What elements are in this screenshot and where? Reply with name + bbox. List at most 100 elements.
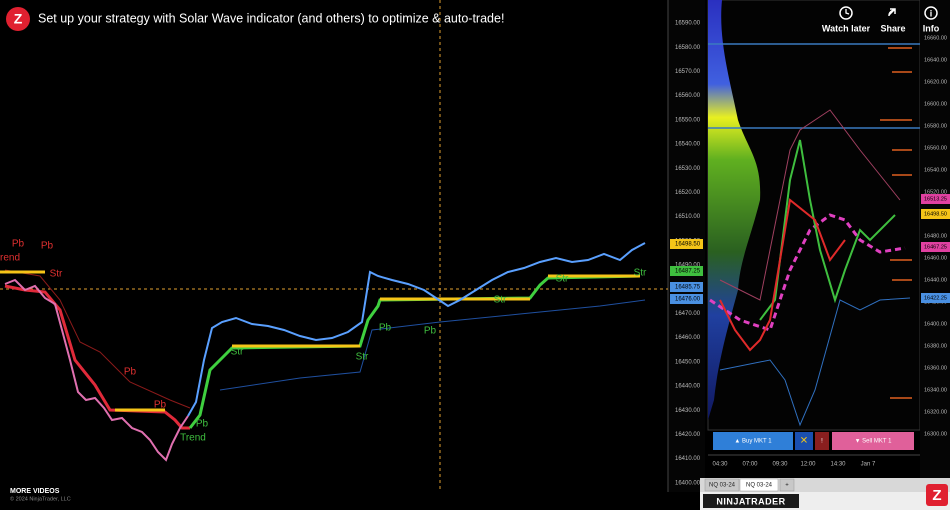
price-label: 16340.00 <box>924 387 947 393</box>
info-icon[interactable] <box>924 6 938 20</box>
price-marker <box>670 266 703 276</box>
more-videos[interactable]: MORE VIDEOS <box>10 488 60 495</box>
price-label: 16430.00 <box>675 408 701 414</box>
time-label: Jan 7 <box>861 462 876 468</box>
price-marker <box>670 294 703 304</box>
price-marker-label: 16487.25 <box>675 269 701 275</box>
signal-label: Str <box>556 274 569 285</box>
chart-tab[interactable] <box>739 478 779 492</box>
price-marker <box>921 194 950 204</box>
price-marker <box>670 282 703 292</box>
chart-tab-label: NQ 03-24 <box>709 483 736 489</box>
price-label: 16420.00 <box>675 432 701 438</box>
chart-tab[interactable] <box>704 478 740 492</box>
main-chart <box>0 0 668 492</box>
order-button-label: ✕ <box>800 436 808 447</box>
price-label: 16470.00 <box>675 311 701 317</box>
lower-band <box>719 297 911 427</box>
time-label: 12:00 <box>800 462 816 468</box>
price-label: 16550.00 <box>675 117 701 123</box>
chart-tab-label: + <box>785 483 789 489</box>
price-marker-label: 16467.25 <box>924 244 947 250</box>
price-label: 16620.00 <box>924 79 947 85</box>
time-label: 14:30 <box>830 462 846 468</box>
price-marker-label: 16476.00 <box>675 297 701 303</box>
corner-logo <box>926 484 948 506</box>
price-label: 16580.00 <box>924 123 947 129</box>
price-label: 16490.00 <box>675 263 701 269</box>
price-label: 16560.00 <box>924 145 947 151</box>
price-label: 16400.00 <box>675 480 701 486</box>
video-title[interactable]: Set up your strategy with Solar Wave ind… <box>38 11 504 25</box>
order-button-label: ▼ Sell MKT 1 <box>855 439 893 445</box>
price-marker <box>921 242 950 252</box>
price-label: 16590.00 <box>675 21 701 27</box>
share-icon[interactable] <box>888 8 896 17</box>
price-label: 16640.00 <box>924 57 947 63</box>
info-icon-i: i <box>930 8 933 18</box>
signal-label: Str <box>634 268 647 279</box>
price-label: 16510.00 <box>675 214 701 220</box>
signal-label: rend <box>0 253 20 264</box>
price-label: 16660.00 <box>924 35 947 41</box>
price-label: 16520.00 <box>675 190 701 196</box>
price-marker <box>921 209 950 219</box>
channel-logo[interactable] <box>6 7 30 31</box>
price-label: 16560.00 <box>675 93 701 99</box>
order-button[interactable] <box>713 432 793 450</box>
price-label: 16320.00 <box>924 409 947 415</box>
order-button[interactable] <box>815 432 829 450</box>
watch-later-icon[interactable] <box>839 6 853 20</box>
action-label[interactable]: Watch later <box>822 23 871 33</box>
price-up <box>759 139 896 321</box>
price-marker-label: 16498.50 <box>924 211 947 217</box>
signal-label: Str <box>231 347 244 358</box>
price-label: 16580.00 <box>675 45 701 51</box>
price-label: 16460.00 <box>675 335 701 341</box>
price-label: 16360.00 <box>924 365 947 371</box>
signal-label: Pb <box>379 323 392 334</box>
price-label: 16540.00 <box>675 142 701 148</box>
price-label: 16400.00 <box>924 321 947 327</box>
brand-box <box>703 494 799 508</box>
generated: Watch later Share Info 16590.00 16580.00 1657… <box>0 21 950 492</box>
price-marker-label: 16513.25 <box>924 196 947 202</box>
order-button[interactable] <box>832 432 914 450</box>
signal-label: Str <box>356 352 369 363</box>
trend-line-up <box>188 274 641 429</box>
order-button[interactable] <box>795 432 813 450</box>
price-marker-label: 16422.25 <box>924 295 947 301</box>
brand: NINJATRADER <box>716 496 785 506</box>
upper-band <box>4 269 191 409</box>
upper-band <box>719 109 901 301</box>
price-label: 16520.00 <box>924 189 947 195</box>
price-down <box>4 278 189 462</box>
lower-band <box>219 299 646 391</box>
channel-logo-text: Z <box>14 11 23 27</box>
signal-label: Pb <box>41 241 54 252</box>
signal-label: Pb <box>196 419 209 430</box>
price-label: 16440.00 <box>924 277 947 283</box>
price-down <box>719 198 846 352</box>
price-label: 16480.00 <box>924 233 947 239</box>
price-marker <box>670 239 703 249</box>
time-label: 07:00 <box>742 462 758 468</box>
price-label: 16600.00 <box>924 101 947 107</box>
moving-average <box>709 213 906 332</box>
signal-label: Str <box>50 269 63 280</box>
chart-tab-label: NQ 03-24 <box>746 483 773 489</box>
volume-profile <box>708 0 761 420</box>
price-marker-label: 16485.75 <box>675 285 701 291</box>
signal-label: Pb <box>12 239 25 250</box>
price-label: 16460.00 <box>924 255 947 261</box>
price-label: 16530.00 <box>675 166 701 172</box>
chart-tab[interactable] <box>779 478 795 492</box>
price-label: 16440.00 <box>675 384 701 390</box>
action-label[interactable]: Share <box>880 23 905 33</box>
signal-label: Trend <box>180 433 206 444</box>
price-label: 16300.00 <box>924 431 947 437</box>
price-label: 16410.00 <box>675 456 701 462</box>
action-label[interactable]: Info <box>923 23 940 33</box>
signal-label: Str <box>494 295 507 306</box>
